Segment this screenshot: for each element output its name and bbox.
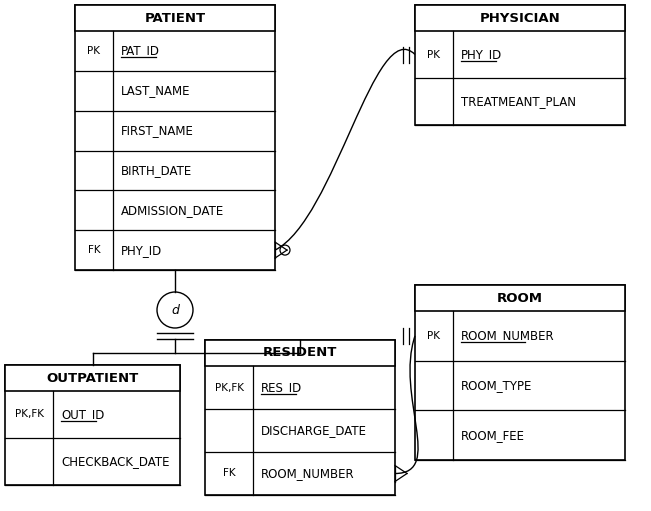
Text: ROOM_NUMBER: ROOM_NUMBER: [461, 329, 555, 342]
Text: ADMISSION_DATE: ADMISSION_DATE: [121, 204, 224, 217]
Text: ROOM_FEE: ROOM_FEE: [461, 429, 525, 442]
Text: TREATMEANT_PLAN: TREATMEANT_PLAN: [461, 95, 576, 108]
Bar: [205, 340, 395, 366]
Text: CHECKBACK_DATE: CHECKBACK_DATE: [61, 455, 169, 468]
Text: BIRTH_DATE: BIRTH_DATE: [121, 164, 192, 177]
Text: FIRST_NAME: FIRST_NAME: [121, 124, 194, 137]
Bar: [415, 285, 625, 460]
Bar: [205, 340, 395, 495]
Text: ROOM_NUMBER: ROOM_NUMBER: [261, 467, 355, 480]
Bar: [5, 365, 180, 485]
Bar: [5, 365, 180, 391]
Text: d: d: [171, 304, 179, 316]
Text: DISCHARGE_DATE: DISCHARGE_DATE: [261, 424, 367, 437]
Text: OUTPATIENT: OUTPATIENT: [46, 371, 139, 384]
Bar: [75, 5, 275, 270]
Text: ROOM: ROOM: [497, 291, 543, 305]
Text: ROOM_TYPE: ROOM_TYPE: [461, 379, 533, 392]
Bar: [415, 5, 625, 125]
Bar: [415, 285, 625, 311]
Text: RES_ID: RES_ID: [261, 381, 302, 394]
Bar: [415, 5, 625, 31]
Text: LAST_NAME: LAST_NAME: [121, 84, 191, 97]
Text: PHY_ID: PHY_ID: [121, 244, 162, 257]
Text: OUT_ID: OUT_ID: [61, 408, 104, 421]
Text: PK: PK: [87, 46, 100, 56]
Text: FK: FK: [88, 245, 100, 255]
Text: PK,FK: PK,FK: [214, 383, 243, 392]
Text: RESIDENT: RESIDENT: [263, 346, 337, 360]
Text: PAT_ID: PAT_ID: [121, 44, 160, 57]
Text: PATIENT: PATIENT: [145, 12, 206, 25]
Text: PK: PK: [428, 331, 441, 341]
Bar: [75, 5, 275, 31]
Text: FK: FK: [223, 469, 235, 478]
Text: PK: PK: [428, 50, 441, 59]
Text: PHYSICIAN: PHYSICIAN: [480, 12, 561, 25]
Text: PK,FK: PK,FK: [14, 409, 44, 420]
Text: PHY_ID: PHY_ID: [461, 48, 503, 61]
